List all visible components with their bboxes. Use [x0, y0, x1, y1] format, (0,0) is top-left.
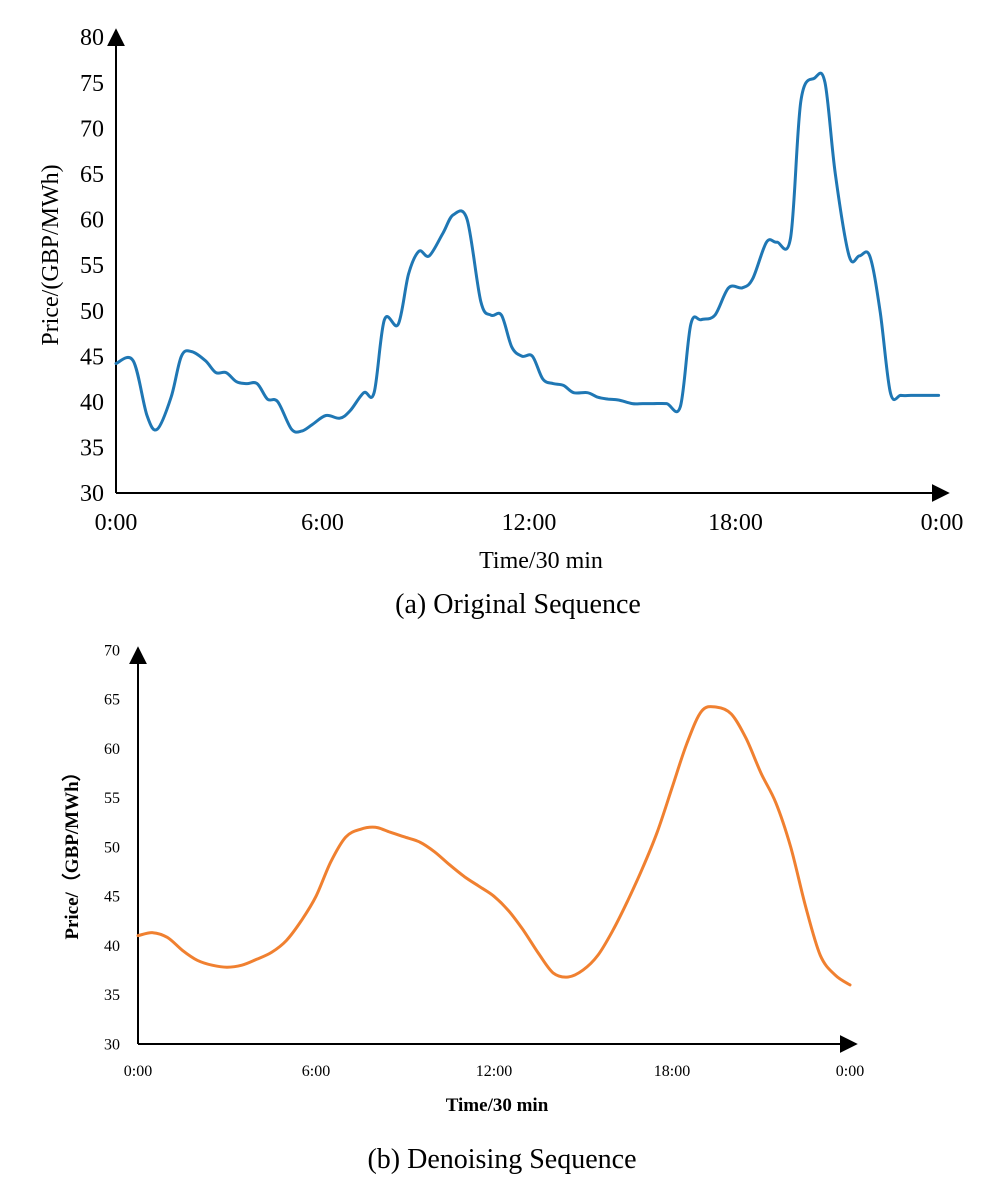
chart-a-ytick-label: 30 [80, 481, 104, 507]
chart-a-ytick-label: 35 [80, 436, 104, 462]
chart-b-ytick-label: 65 [104, 692, 120, 709]
chart-a: 30 35 40 45 50 55 60 65 70 75 80 0:00 6:00 12:00 18:0… [38, 25, 964, 620]
chart-b-ytick-label: 70 [104, 642, 120, 659]
chart-a-series-line [114, 71, 941, 434]
chart-a-ytick-label: 75 [80, 71, 104, 97]
chart-a-xtick-label: 12:00 [502, 510, 557, 536]
chart-a-caption: (a) Original Sequence [395, 589, 641, 620]
chart-a-ytick-label: 55 [80, 253, 104, 279]
chart-b-series-line [136, 705, 852, 987]
chart-a-ytick-label: 65 [80, 162, 104, 188]
chart-a-xtick-label: 18:00 [708, 510, 763, 536]
chart-a-xtick-label: 0:00 [95, 510, 138, 536]
chart-b-xtick-label: 12:00 [476, 1063, 512, 1080]
chart-a-xtick-label: 0:00 [921, 510, 964, 536]
chart-a-ytick-label: 80 [80, 25, 104, 51]
chart-a-xtick-label: 6:00 [301, 510, 344, 536]
chart-b-ytick-label: 55 [104, 790, 120, 807]
chart-b: 30 35 40 45 50 55 60 65 70 0:00 6:00 12:00 18:00 0:0… [60, 642, 864, 1175]
chart-b-ytick-label: 50 [104, 839, 120, 856]
chart-a-ytick-label: 60 [80, 208, 104, 234]
chart-b-caption: (b) Denoising Sequence [367, 1144, 636, 1175]
chart-a-ylabel: Price/(GBP/MWh) [38, 164, 64, 345]
chart-a-ytick-label: 50 [80, 299, 104, 325]
chart-b-xtick-label: 0:00 [836, 1063, 864, 1080]
chart-a-xlabel: Time/30 min [479, 548, 603, 574]
chart-b-ytick-label: 35 [104, 987, 120, 1004]
chart-b-xtick-label: 0:00 [124, 1063, 152, 1080]
chart-a-ytick-label: 40 [80, 390, 104, 416]
chart-a-ytick-label: 70 [80, 116, 104, 142]
chart-b-ytick-label: 45 [104, 889, 120, 906]
chart-b-xtick-label: 18:00 [654, 1063, 690, 1080]
chart-b-ytick-label: 30 [104, 1036, 120, 1053]
chart-b-xlabel: Time/30 min [446, 1095, 549, 1116]
chart-a-ytick-label: 45 [80, 344, 104, 370]
chart-b-xtick-label: 6:00 [302, 1063, 330, 1080]
chart-b-ylabel: Price/（GBP/MWh） [60, 762, 83, 939]
chart-b-ytick-label: 60 [104, 741, 120, 758]
chart-b-ytick-label: 40 [104, 938, 120, 955]
